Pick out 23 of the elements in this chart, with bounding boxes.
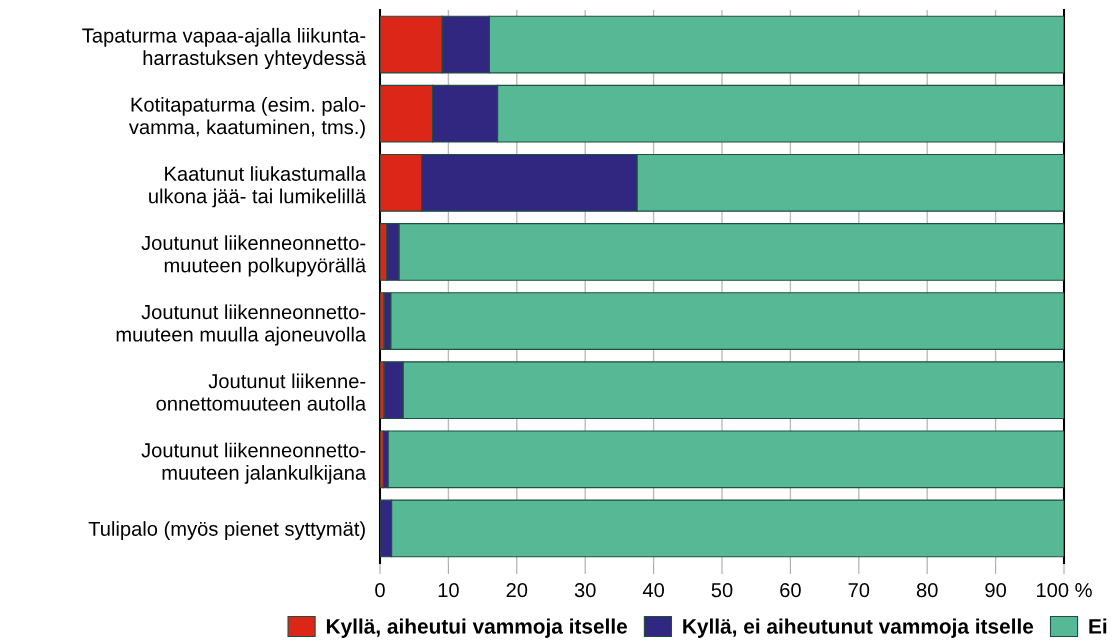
legend-label: Kyllä, aiheutui vammoja itselle <box>326 618 628 638</box>
y-tick-label: Joutunut liikenne- onnettomuuteen autolla <box>156 373 367 411</box>
y-tick-label: Tapaturma vapaa-ajalla liikunta- harrastuksen yhteydessä <box>82 27 367 70</box>
y-tick-label: Tulipalo (myös pienet syttymät) <box>88 521 365 540</box>
y-tick-label: Joutunut liikenneonnetto- muuteen jalankulkijana <box>141 442 367 484</box>
x-tick-label: 60 <box>780 582 801 598</box>
x-tick-label: 0 <box>375 582 385 598</box>
y-tick-label: Joutunut liikenneonnetto- muuteen muulla ajoneuvolla <box>116 304 367 346</box>
x-tick-label: 80 <box>916 582 938 598</box>
y-tick-label: Kotitapaturma (esim. palo- vamma, kaatuminen, tms.) <box>128 97 366 139</box>
x-tick-label: 40 <box>642 582 665 598</box>
y-tick-label: Joutunut liikenneonnetto- muuteen polkupyörällä <box>141 235 367 277</box>
x-tick-label: 10 <box>438 582 459 598</box>
x-tick-label: 30 <box>574 582 596 598</box>
legend-label: Ei <box>1089 618 1107 634</box>
x-tick-label: 20 <box>506 582 528 598</box>
y-tick-label: Kaatunut liukastumalla ulkona jää- tai lumikelillä <box>149 166 367 208</box>
x-tick-label: 70 <box>848 582 870 598</box>
x-tick-label: 50 <box>711 582 733 598</box>
legend-label: Kyllä, ei aiheutunut vammoja itselle <box>683 618 1034 638</box>
bar <box>387 430 1064 489</box>
x-tick-label: 90 <box>985 582 1007 598</box>
x-tick-label: 100 % <box>1036 582 1092 598</box>
